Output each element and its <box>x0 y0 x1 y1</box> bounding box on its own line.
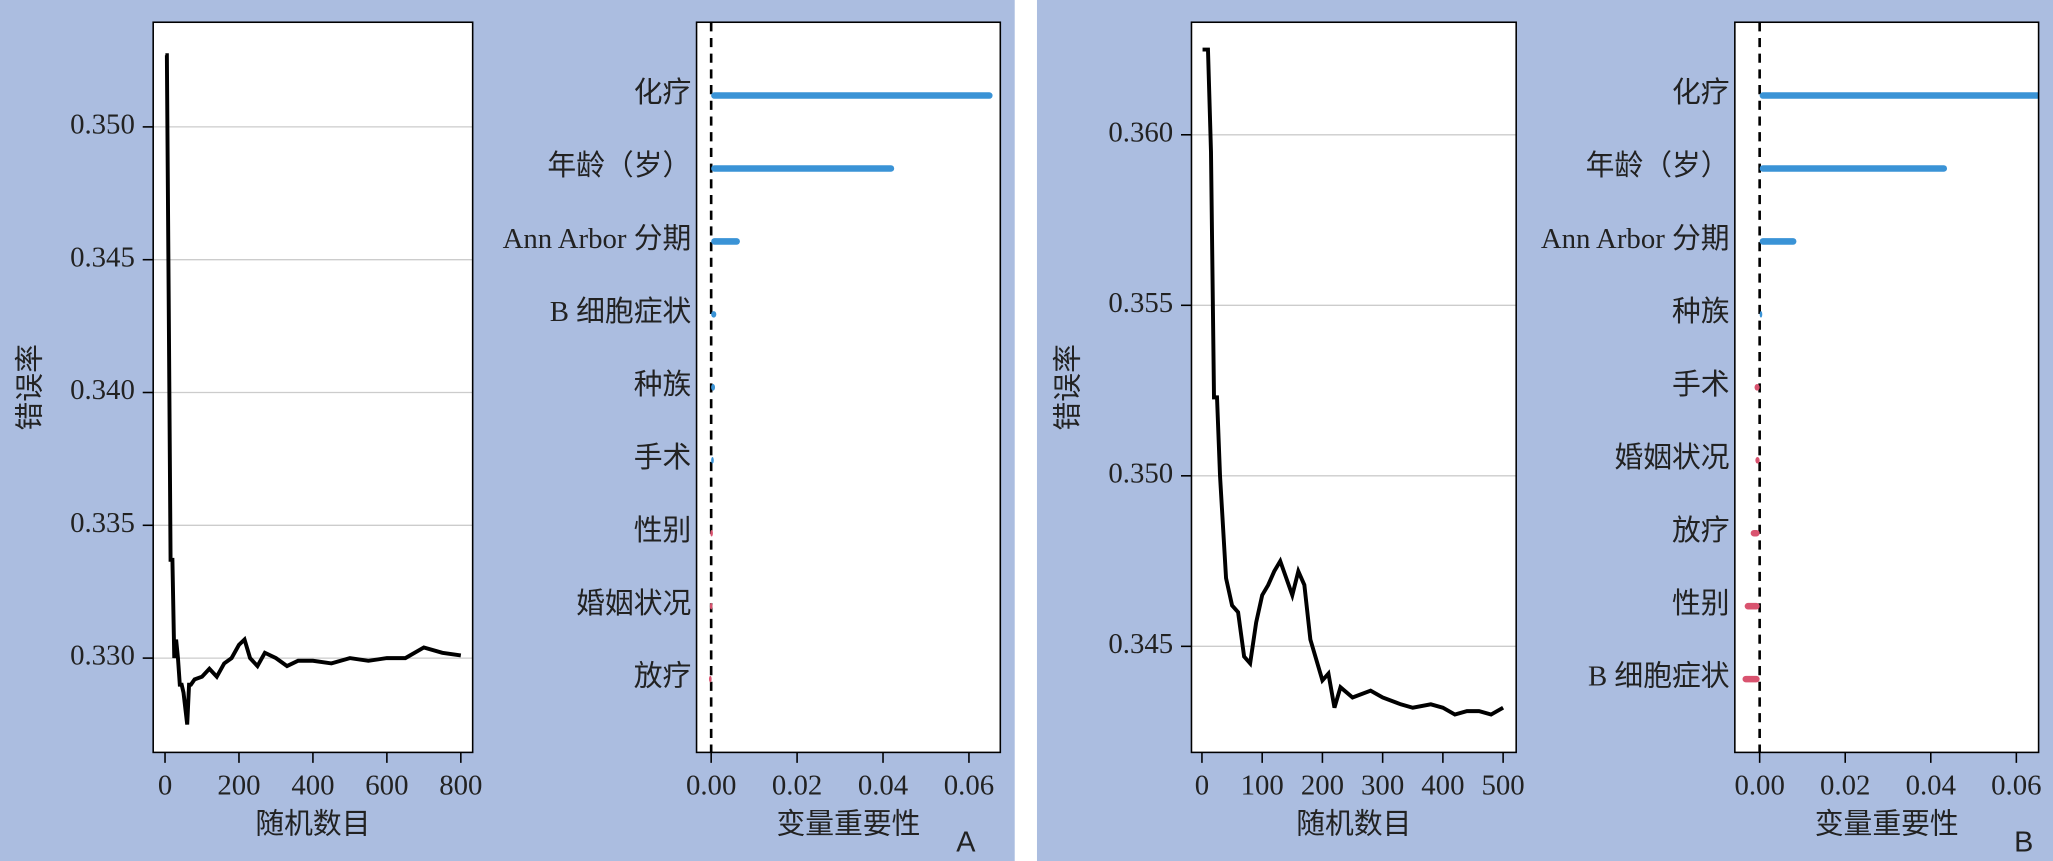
x-tick-label: 600 <box>365 769 408 801</box>
y-tick-label: 0.350 <box>70 109 135 141</box>
category-label: 放疗 <box>1672 515 1730 547</box>
category-label: 年龄（岁） <box>1586 150 1730 182</box>
category-label: B 细胞症状 <box>1588 661 1730 693</box>
plot-frame <box>695 21 1002 754</box>
error-line <box>164 53 462 725</box>
y-axis-label: 错误率 <box>1053 344 1085 430</box>
x-tick-label: 500 <box>1482 769 1525 801</box>
panel-label: B <box>2014 827 2033 859</box>
x-tick-label: 0.06 <box>944 769 994 801</box>
y-tick-label: 0.340 <box>70 374 135 406</box>
category-label: 婚姻状况 <box>576 588 691 620</box>
y-tick-label: 0.335 <box>70 507 135 539</box>
y-tick-label: 0.345 <box>1108 628 1173 660</box>
x-tick-label: 0.04 <box>858 769 908 801</box>
x-tick-label: 800 <box>439 769 482 801</box>
plot-area <box>1191 22 1517 753</box>
x-tick-label: 0.06 <box>1991 769 2041 801</box>
category-label: B 细胞症状 <box>550 296 692 328</box>
error-line <box>1202 47 1505 717</box>
y-axis-label: 错误率 <box>14 344 46 430</box>
bar <box>711 384 716 391</box>
bar <box>1755 456 1760 464</box>
plot-area <box>1734 22 2039 753</box>
bar <box>1759 238 1797 245</box>
x-tick-label: 400 <box>291 769 334 801</box>
bar <box>711 165 895 172</box>
bar <box>711 238 740 245</box>
plot-frame <box>1190 21 1517 754</box>
category-label: 种族 <box>634 369 692 401</box>
x-tick-label: 0.00 <box>686 769 736 801</box>
bar <box>710 529 713 537</box>
category-label: 种族 <box>1672 296 1730 328</box>
bar <box>1744 602 1760 610</box>
bar <box>711 311 717 318</box>
plot-area <box>696 22 1001 753</box>
x-tick-label: 0.02 <box>772 769 822 801</box>
x-tick-label: 200 <box>217 769 260 801</box>
y-tick-label: 0.345 <box>70 241 135 273</box>
x-tick-label: 0 <box>1195 769 1209 801</box>
bar <box>709 675 712 683</box>
x-axis-label: 变量重要性 <box>776 809 920 841</box>
y-tick-label: 0.355 <box>1108 287 1173 319</box>
panel-label: A <box>956 827 976 859</box>
category-label: 性别 <box>634 515 692 547</box>
category-label: 放疗 <box>634 661 692 693</box>
x-axis-label: 随机数目 <box>1296 809 1411 841</box>
category-label: 性别 <box>1672 588 1730 620</box>
x-tick-label: 0.02 <box>1820 769 1870 801</box>
bar <box>1742 675 1760 683</box>
y-tick-label: 0.350 <box>1108 457 1173 489</box>
plot-area <box>153 22 473 753</box>
category-label: Ann Arbor 分期 <box>503 223 692 255</box>
x-tick-label: 300 <box>1361 769 1404 801</box>
y-tick-label: 0.330 <box>70 640 135 672</box>
category-label: 婚姻状况 <box>1614 442 1729 474</box>
category-label: Ann Arbor 分期 <box>1541 223 1730 255</box>
category-label: 年龄（岁） <box>547 150 691 182</box>
category-label: 手术 <box>634 442 692 474</box>
x-axis-label: 变量重要性 <box>1815 809 1959 841</box>
bar <box>1759 165 1948 172</box>
category-label: 化疗 <box>1672 77 1730 109</box>
x-tick-label: 400 <box>1421 769 1464 801</box>
plot-frame <box>1734 21 2040 754</box>
x-tick-label: 100 <box>1241 769 1284 801</box>
x-tick-label: 200 <box>1301 769 1344 801</box>
y-tick-label: 0.360 <box>1108 116 1173 148</box>
bar <box>1754 384 1760 391</box>
bar <box>711 92 993 99</box>
bar <box>709 602 713 610</box>
bar <box>1750 529 1760 537</box>
bar <box>1759 311 1763 318</box>
bar <box>711 456 714 464</box>
category-label: 化疗 <box>634 77 692 109</box>
x-tick-label: 0.04 <box>1906 769 1956 801</box>
bar <box>1759 92 2039 99</box>
x-axis-label: 随机数目 <box>255 809 370 841</box>
x-tick-label: 0 <box>158 769 172 801</box>
x-tick-label: 0.00 <box>1734 769 1784 801</box>
category-label: 手术 <box>1672 369 1730 401</box>
